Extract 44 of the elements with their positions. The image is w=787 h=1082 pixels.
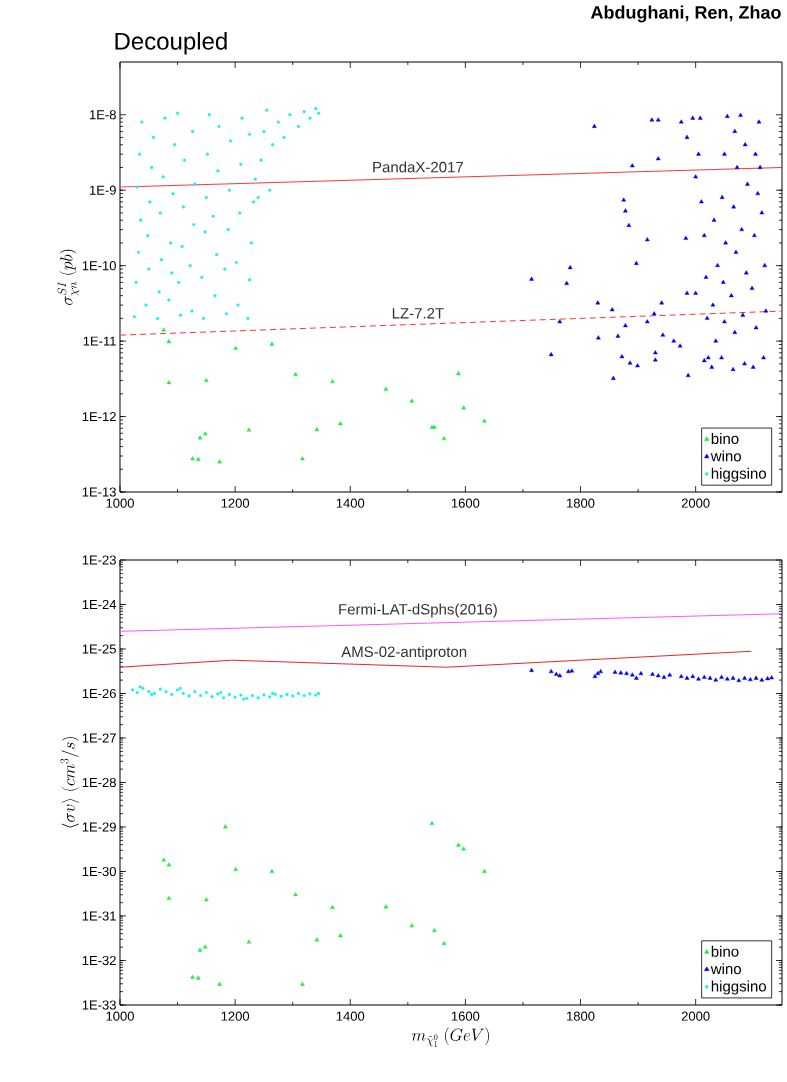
chart-title: Decoupled <box>115 32 227 55</box>
legend-label: higgsino <box>711 980 767 995</box>
y-tick-label: 1E-9 <box>89 185 116 195</box>
y-tick-label: 1E-32 <box>82 955 116 966</box>
series-label: AMS-02-antiproton <box>341 646 467 660</box>
y-axis-title: $\sigma^{SI}_{\chi n}\ (pb)$ <box>57 249 80 306</box>
series-label: Fermi-LAT-dSphs(2016) <box>339 603 497 618</box>
x-tick-label: 1400 <box>336 1011 365 1021</box>
x-tick-label: 2000 <box>681 1011 710 1021</box>
x-tick-label: 1400 <box>336 498 365 508</box>
y-tick-label: 1E-31 <box>82 911 116 921</box>
y-tick-label: 1E-23 <box>82 555 116 565</box>
y-tick-label: 1E-29 <box>82 822 116 832</box>
y-tick-label: 1E-8 <box>89 110 116 120</box>
legend-label: higgsino <box>711 467 767 482</box>
y-tick-label: 1E-26 <box>82 688 116 699</box>
y-tick-label: 1E-25 <box>82 644 116 654</box>
legend-label: bino <box>711 433 739 445</box>
x-tick-label: 1800 <box>567 1011 595 1021</box>
y-tick-label: 1E-24 <box>82 599 117 610</box>
y-tick-label: 1E-13 <box>82 487 116 497</box>
x-tick-label: 1200 <box>221 498 250 508</box>
x-tick-label: 1200 <box>221 1011 250 1021</box>
y-tick-label: 1E-30 <box>82 866 116 877</box>
x-tick-label: 1800 <box>567 498 595 508</box>
legend-label: wino <box>710 450 741 462</box>
x-tick-label: 1000 <box>106 1011 134 1021</box>
y-tick-label: 1E-28 <box>82 777 116 788</box>
legend-label: bino <box>711 945 739 957</box>
y-axis-title: $\langle\sigma v\rangle\ (cm^{3}/s)$ <box>60 737 79 828</box>
y-tick-label: 1E-12 <box>82 412 116 422</box>
text: Abdughani, Ren, Zhao <box>590 5 781 23</box>
x-axis-title: $m_{\tilde{\chi}^{0}_{1}}\ (GeV)$ <box>411 1027 490 1047</box>
series-label: PandaX-2017 <box>373 161 463 173</box>
x-tick-label: 1600 <box>451 1011 480 1021</box>
series-label: LZ-7.2T <box>392 308 444 319</box>
x-tick-label: 1000 <box>106 498 134 508</box>
x-tick-label: 1600 <box>451 498 480 508</box>
y-tick-label: 1E-10 <box>82 261 116 271</box>
y-tick-label: 1E-27 <box>82 733 116 743</box>
y-tick-label: 1E-11 <box>83 336 116 346</box>
x-tick-label: 2000 <box>681 498 710 508</box>
y-tick-label: 1E-33 <box>82 1000 116 1010</box>
legend-label: wino <box>710 963 741 975</box>
